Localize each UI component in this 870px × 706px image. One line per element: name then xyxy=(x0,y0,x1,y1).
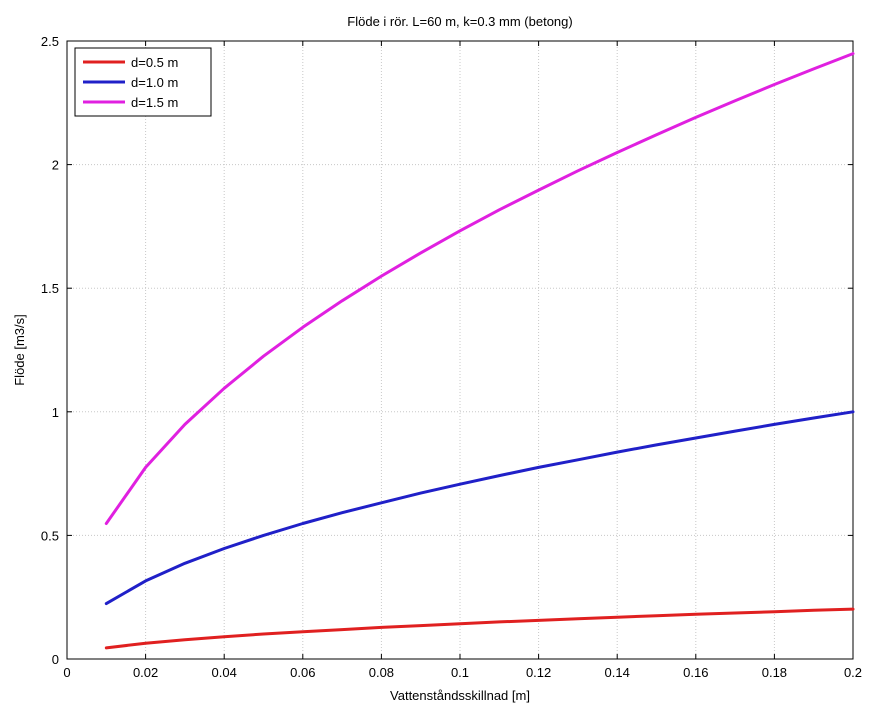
x-tick-label: 0 xyxy=(63,665,70,680)
y-tick-label: 1 xyxy=(52,405,59,420)
y-tick-label: 0.5 xyxy=(41,528,59,543)
y-tick-label: 0 xyxy=(52,652,59,667)
x-axis-label: Vattenståndsskillnad [m] xyxy=(390,688,530,703)
x-tick-label: 0.1 xyxy=(451,665,469,680)
y-axis-label: Flöde [m3/s] xyxy=(12,314,27,386)
x-tick-label: 0.08 xyxy=(369,665,394,680)
y-tick-label: 2 xyxy=(52,158,59,173)
y-tick-label: 1.5 xyxy=(41,281,59,296)
x-tick-label: 0.12 xyxy=(526,665,551,680)
x-tick-label: 0.14 xyxy=(605,665,630,680)
x-tick-label: 0.16 xyxy=(683,665,708,680)
legend: d=0.5 m d=1.0 m d=1.5 m xyxy=(75,48,211,116)
x-tick-label: 0.06 xyxy=(290,665,315,680)
legend-label-d10: d=1.0 m xyxy=(131,75,178,90)
legend-label-d05: d=0.5 m xyxy=(131,55,178,70)
x-tick-label: 0.04 xyxy=(212,665,237,680)
legend-label-d15: d=1.5 m xyxy=(131,95,178,110)
x-tick-label: 0.2 xyxy=(844,665,862,680)
x-tick-label: 0.18 xyxy=(762,665,787,680)
chart-title: Flöde i rör. L=60 m, k=0.3 mm (betong) xyxy=(347,14,572,29)
x-tick-label: 0.02 xyxy=(133,665,158,680)
y-tick-label: 2.5 xyxy=(41,34,59,49)
